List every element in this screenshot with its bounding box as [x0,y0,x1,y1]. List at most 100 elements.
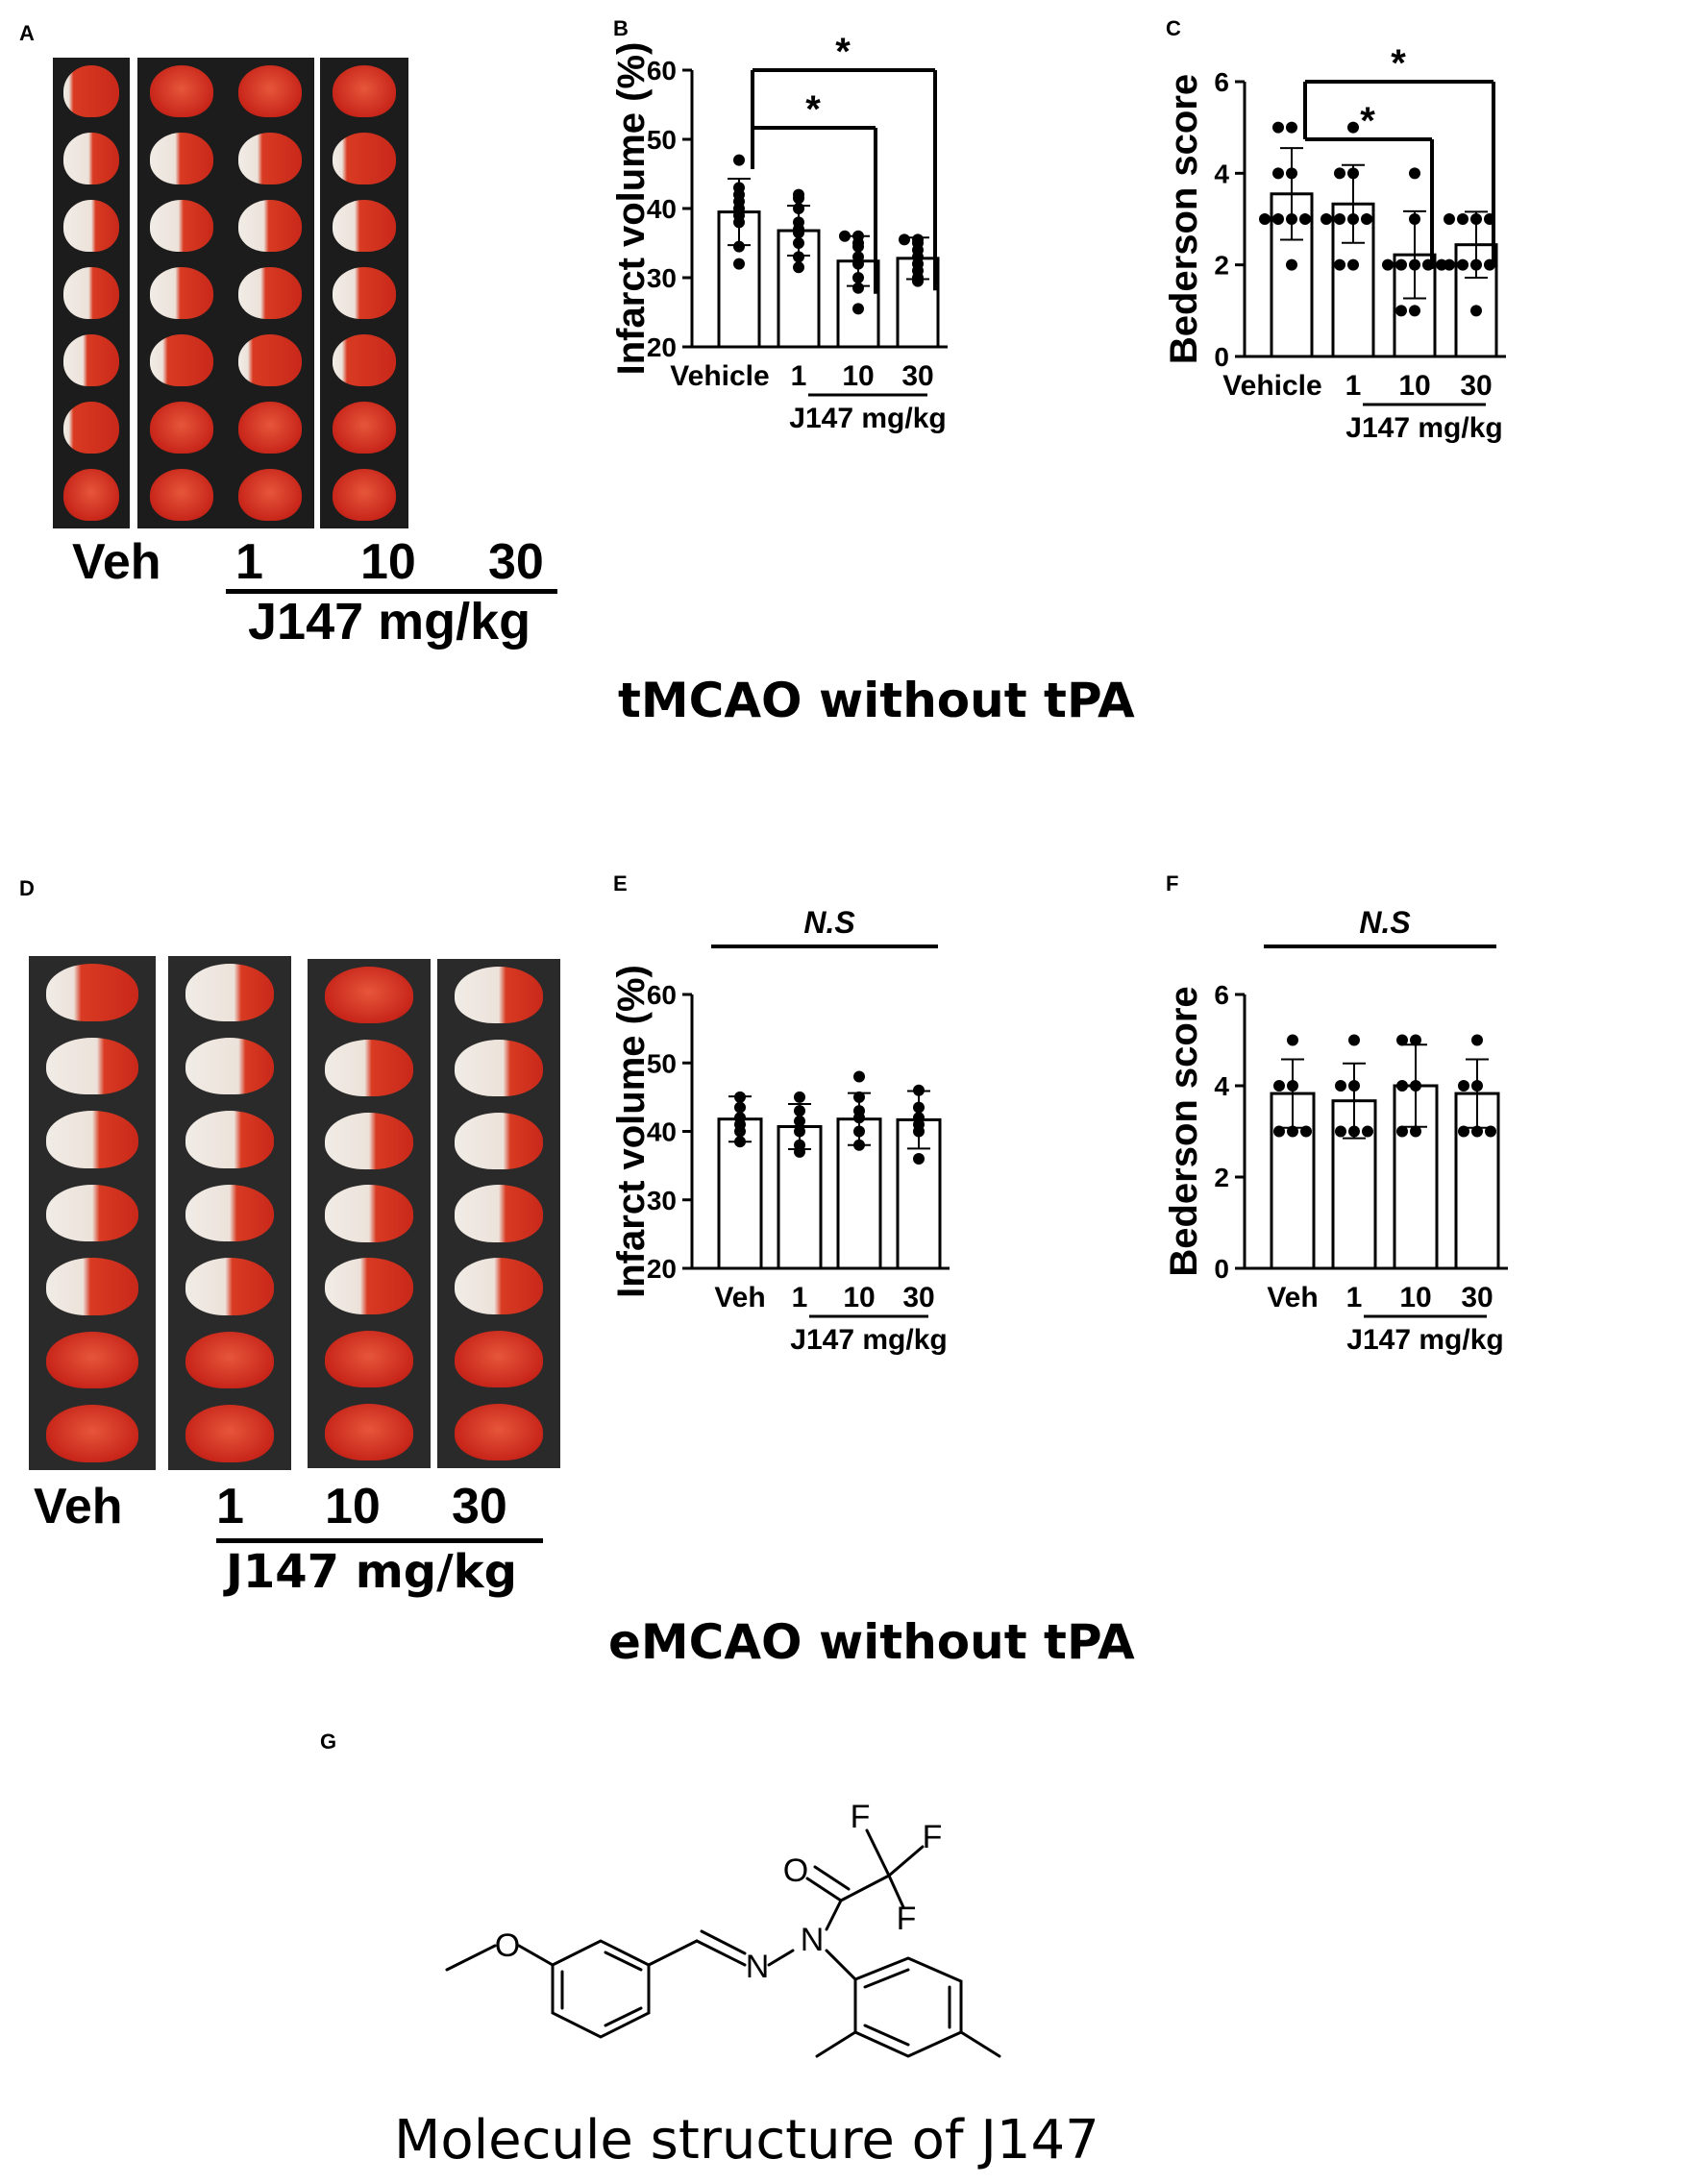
x-tick-label: 30 [901,360,933,392]
data-point [1348,1080,1360,1092]
brain-slice-photo-d [29,956,562,1470]
brain-slice [454,1185,544,1242]
brain-slice [332,199,397,253]
data-point [1410,1125,1421,1138]
x-tick-label: 1 [1345,370,1362,402]
group-label: J147 mg/kg [248,593,531,650]
data-point [853,1112,865,1124]
data-point [1409,305,1420,317]
brain-slice [454,1403,544,1460]
atom-n-2: N [801,1922,825,1958]
atom-f-1: F [851,1799,871,1835]
data-point [794,1115,805,1127]
data-point [794,1091,805,1103]
brain-slice [237,401,303,454]
significance-label: N.S [803,905,855,940]
data-point [853,1070,865,1083]
brain-slice [149,132,214,185]
data-point [913,1125,925,1138]
significance-star: * [1360,100,1375,142]
data-point [1347,213,1359,225]
y-axis-label: Bederson score [1163,74,1205,364]
data-point [1485,1125,1496,1138]
data-point [1286,167,1297,180]
x-tick-label: 30 [902,1282,934,1313]
data-point [1361,213,1372,225]
y-axis-label: Infarct volume (%) [610,965,653,1298]
data-point [1286,258,1297,271]
data-point [1287,1080,1298,1092]
atom-n-1: N [746,1949,770,1985]
atom-f-3: F [897,1901,917,1937]
slice-tray [437,959,560,1468]
significance-label: N.S [1359,905,1411,940]
brain-slice [46,1331,138,1389]
data-point [1334,258,1345,271]
x-tick-label: 10 [1398,370,1430,402]
data-point [1287,1034,1298,1046]
y-tick-label: 50 [647,1048,677,1078]
data-point [853,1139,865,1151]
group-label: J147 mg/kg [789,403,946,434]
data-point [853,1091,865,1103]
group-label: J147 mg/kg [1346,1324,1503,1356]
slice-tray [226,58,314,528]
brain-slice [454,1112,544,1169]
brain-slice [332,132,397,185]
data-point [1395,305,1407,317]
data-point [1457,213,1469,225]
brain-slice [63,333,119,387]
molecule-structure: O N N O F F F [445,1799,1001,2058]
x-tick-label: Vehicle [1222,370,1321,402]
data-point [1362,1125,1373,1138]
data-point [1409,167,1420,180]
brain-slice [46,1184,138,1242]
y-tick-label: 40 [647,1117,677,1147]
data-point [1396,1034,1408,1046]
data-point [1287,1125,1298,1138]
group-underline [226,589,557,594]
brain-slice [63,468,119,522]
panel-letter-b: B [613,16,629,40]
brain-slice [324,1258,414,1315]
x-tick-label: 1 [1346,1282,1363,1313]
significance-star: * [835,31,851,73]
data-point [1273,1080,1285,1092]
x-tick-label: Vehicle [670,360,769,392]
group-label-d: J147 mg/kg [226,1545,517,1599]
data-point [733,154,745,166]
data-point [1347,121,1359,134]
data-point [1458,1125,1469,1138]
y-tick-label: 60 [647,56,677,86]
x-tick-label: 30 [1461,1282,1493,1313]
y-tick-label: 0 [1214,1254,1229,1284]
atom-o-carbonyl: O [783,1853,808,1889]
data-point [852,272,864,283]
brain-slice [185,1404,275,1462]
data-point [793,203,804,214]
y-axis-label: Infarct volume (%) [610,42,653,376]
data-point [734,1136,746,1148]
brain-slice [237,468,303,522]
brain-slice [149,333,214,387]
brain-slice [454,967,544,1024]
data-point [1272,213,1284,225]
data-point [1470,305,1482,317]
slice-tray [29,956,156,1470]
brain-slice [46,1258,138,1315]
brain-slice [63,266,119,320]
data-point [1320,213,1332,225]
brain-slice [454,1258,544,1315]
brain-slice [237,132,303,185]
brain-slice [332,468,397,522]
data-point [793,237,804,249]
brain-slice [185,1258,275,1315]
brain-slice [185,964,275,1022]
data-point [733,258,745,270]
data-point [852,303,864,315]
brain-slice [332,64,397,118]
panel-letter-d: D [19,876,35,900]
slice-tray [53,58,130,528]
y-tick-label: 20 [647,332,677,362]
